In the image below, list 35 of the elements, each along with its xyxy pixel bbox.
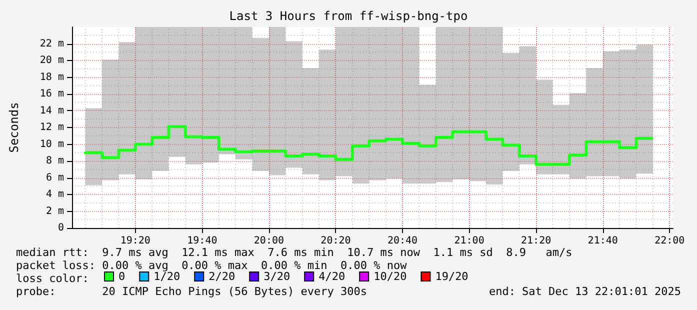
x-tick-label: 20:00 (254, 236, 284, 246)
y-tick-label: 16 m (40, 88, 64, 100)
x-tick-label: 19:40 (187, 236, 218, 246)
legend-label: 3/20 (264, 270, 290, 283)
x-tick-label: 21:20 (520, 236, 552, 246)
y-tick-label: 10 m (40, 138, 64, 150)
x-tick-label: 19:20 (120, 236, 150, 246)
legend-label: 4/20 (318, 270, 346, 283)
y-tick-label: 4 m (46, 189, 64, 200)
x-tick-label: 21:00 (454, 236, 484, 246)
legend-label: 2/20 (208, 270, 236, 283)
legend-label: 10/20 (374, 270, 407, 283)
y-tick-label: 18 m (40, 72, 64, 83)
legend-title: loss color: (16, 272, 89, 285)
legend-label: 0 (118, 270, 126, 283)
y-axis-title: Seconds (7, 102, 21, 153)
text: median rtt: 9.7 ms avg 12.1 ms max 7.6 ms min 10.7 ms now 1.1 ms sd 8.9 am/s (16, 246, 572, 259)
y-tick-label: 0 (58, 222, 64, 234)
text: packet loss: 0.00 % avg 0.00 % max 0.00 % min 0.00 % now (16, 259, 408, 272)
y-tick-label: 20 m (40, 55, 64, 66)
legend-label: 1/20 (154, 270, 180, 283)
text: probe: 20 ICMP Echo Pings (56 Bytes) every 300s (16, 285, 367, 298)
legend-label: 19/20 (435, 270, 468, 283)
y-tick-label: 22 m (40, 38, 64, 50)
x-tick-label: 20:40 (387, 236, 418, 246)
chart-title: Last 3 Hours from ff-wisp-bng-tpo (229, 9, 468, 23)
x-tick-label: 21:40 (588, 236, 618, 246)
x-tick-label: 20:20 (320, 236, 351, 246)
y-tick-label: 8 m (46, 156, 64, 166)
y-tick-label: 12 m (40, 122, 64, 133)
text: end: Sat Dec 13 22:01:01 2025 (488, 285, 682, 298)
x-tick-label: 22:00 (654, 236, 685, 246)
y-tick-label: 14 m (40, 105, 64, 116)
y-tick-label: 6 m (46, 172, 64, 184)
y-tick-label: 2 m (46, 206, 64, 217)
